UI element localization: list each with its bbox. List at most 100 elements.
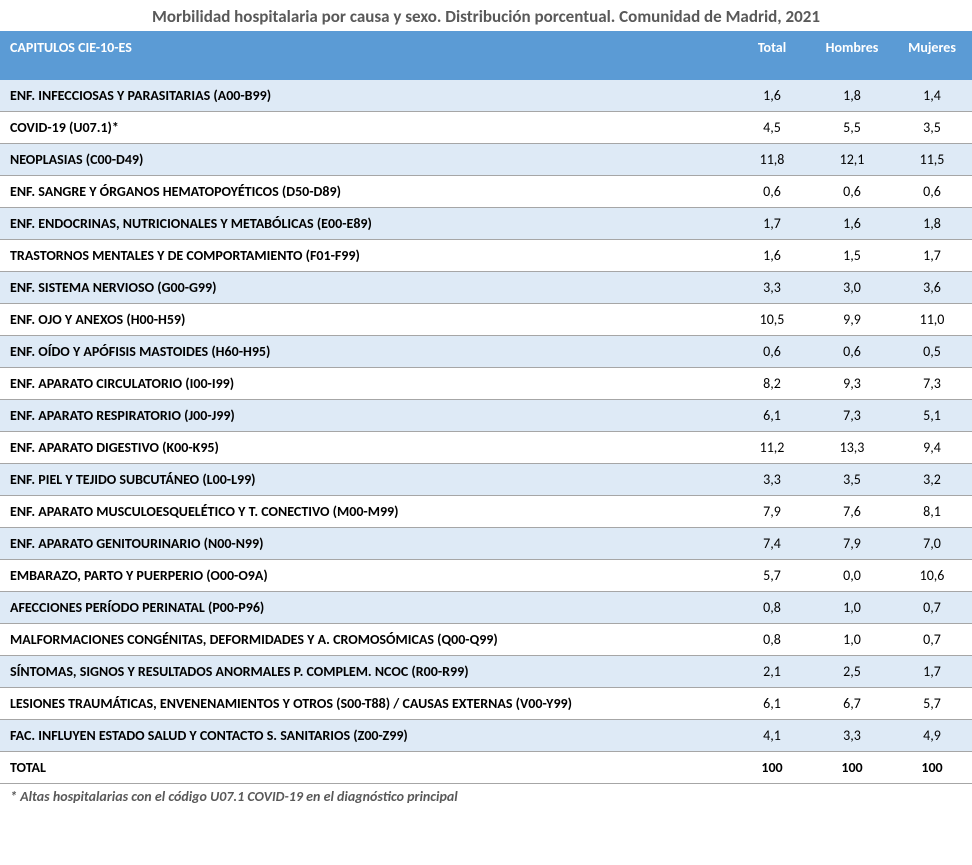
- row-value-mujeres: 1,4: [892, 80, 972, 112]
- row-value-mujeres: 5,7: [892, 688, 972, 720]
- row-label: LESIONES TRAUMÁTICAS, ENVENENAMIENTOS Y …: [0, 688, 732, 720]
- table-row: FAC. INFLUYEN ESTADO SALUD Y CONTACTO S.…: [0, 720, 972, 752]
- total-value-total: 100: [732, 752, 812, 784]
- row-value-hombres: 0,6: [812, 336, 892, 368]
- table-row: NEOPLASIAS (C00-D49)11,812,111,5: [0, 144, 972, 176]
- row-label: ENF. OÍDO Y APÓFISIS MASTOIDES (H60-H95): [0, 336, 732, 368]
- row-label: ENF. APARATO GENITOURINARIO (N00-N99): [0, 528, 732, 560]
- table-row: ENF. SANGRE Y ÓRGANOS HEMATOPOYÉTICOS (D…: [0, 176, 972, 208]
- col-header-total: Total: [732, 31, 812, 80]
- row-label: ENF. APARATO RESPIRATORIO (J00-J99): [0, 400, 732, 432]
- table-row: ENF. APARATO CIRCULATORIO (I00-I99)8,29,…: [0, 368, 972, 400]
- row-value-hombres: 0,0: [812, 560, 892, 592]
- table-row: ENF. APARATO RESPIRATORIO (J00-J99)6,17,…: [0, 400, 972, 432]
- row-value-total: 7,9: [732, 496, 812, 528]
- row-value-hombres: 7,3: [812, 400, 892, 432]
- row-value-mujeres: 10,6: [892, 560, 972, 592]
- table-row: ENF. OJO Y ANEXOS (H00-H59)10,59,911,0: [0, 304, 972, 336]
- row-label: ENF. OJO Y ANEXOS (H00-H59): [0, 304, 732, 336]
- row-value-hombres: 3,5: [812, 464, 892, 496]
- row-label: ENF. SISTEMA NERVIOSO (G00-G99): [0, 272, 732, 304]
- table-row: SÍNTOMAS, SIGNOS Y RESULTADOS ANORMALES …: [0, 656, 972, 688]
- col-header-hombres: Hombres: [812, 31, 892, 80]
- row-value-mujeres: 0,7: [892, 592, 972, 624]
- row-value-hombres: 5,5: [812, 112, 892, 144]
- row-label: TRASTORNOS MENTALES Y DE COMPORTAMIENTO …: [0, 240, 732, 272]
- table-row: ENF. INFECCIOSAS Y PARASITARIAS (A00-B99…: [0, 80, 972, 112]
- row-value-total: 8,2: [732, 368, 812, 400]
- row-value-mujeres: 7,0: [892, 528, 972, 560]
- row-value-hombres: 0,6: [812, 176, 892, 208]
- row-value-hombres: 2,5: [812, 656, 892, 688]
- row-value-mujeres: 1,8: [892, 208, 972, 240]
- row-value-total: 1,6: [732, 240, 812, 272]
- table-header-row: CAPITULOS CIE-10-ES Total Hombres Mujere…: [0, 31, 972, 80]
- row-value-total: 2,1: [732, 656, 812, 688]
- row-value-hombres: 9,9: [812, 304, 892, 336]
- row-value-mujeres: 0,5: [892, 336, 972, 368]
- row-value-mujeres: 9,4: [892, 432, 972, 464]
- row-value-mujeres: 11,5: [892, 144, 972, 176]
- row-value-hombres: 1,8: [812, 80, 892, 112]
- col-header-mujeres: Mujeres: [892, 31, 972, 80]
- row-value-mujeres: 0,7: [892, 624, 972, 656]
- row-value-mujeres: 11,0: [892, 304, 972, 336]
- table-row: COVID-19 (U07.1)*4,55,53,5: [0, 112, 972, 144]
- row-value-total: 7,4: [732, 528, 812, 560]
- row-value-mujeres: 1,7: [892, 240, 972, 272]
- table-row: MALFORMACIONES CONGÉNITAS, DEFORMIDADES …: [0, 624, 972, 656]
- row-value-hombres: 12,1: [812, 144, 892, 176]
- row-value-hombres: 13,3: [812, 432, 892, 464]
- row-value-total: 0,8: [732, 624, 812, 656]
- row-value-hombres: 9,3: [812, 368, 892, 400]
- row-value-total: 1,7: [732, 208, 812, 240]
- row-value-mujeres: 1,7: [892, 656, 972, 688]
- row-label: FAC. INFLUYEN ESTADO SALUD Y CONTACTO S.…: [0, 720, 732, 752]
- row-label: ENF. SANGRE Y ÓRGANOS HEMATOPOYÉTICOS (D…: [0, 176, 732, 208]
- row-label: ENF. APARATO CIRCULATORIO (I00-I99): [0, 368, 732, 400]
- table-row: ENF. APARATO MUSCULOESQUELÉTICO Y T. CON…: [0, 496, 972, 528]
- row-label: EMBARAZO, PARTO Y PUERPERIO (O00-O9A): [0, 560, 732, 592]
- report-container: Morbilidad hospitalaria por causa y sexo…: [0, 0, 972, 809]
- row-value-hombres: 7,6: [812, 496, 892, 528]
- row-value-hombres: 3,3: [812, 720, 892, 752]
- row-value-hombres: 1,5: [812, 240, 892, 272]
- table-row: ENF. APARATO DIGESTIVO (K00-K95)11,213,3…: [0, 432, 972, 464]
- table-row: AFECCIONES PERÍODO PERINATAL (P00-P96)0,…: [0, 592, 972, 624]
- table-row: TRASTORNOS MENTALES Y DE COMPORTAMIENTO …: [0, 240, 972, 272]
- row-value-mujeres: 3,5: [892, 112, 972, 144]
- row-value-mujeres: 0,6: [892, 176, 972, 208]
- row-label: ENF. APARATO DIGESTIVO (K00-K95): [0, 432, 732, 464]
- row-value-total: 1,6: [732, 80, 812, 112]
- row-value-total: 4,1: [732, 720, 812, 752]
- col-header-capitulos: CAPITULOS CIE-10-ES: [0, 31, 732, 80]
- row-value-hombres: 7,9: [812, 528, 892, 560]
- row-value-total: 6,1: [732, 400, 812, 432]
- table-total-row: TOTAL100100100: [0, 752, 972, 784]
- row-value-hombres: 1,0: [812, 624, 892, 656]
- row-value-total: 5,7: [732, 560, 812, 592]
- row-value-hombres: 1,0: [812, 592, 892, 624]
- table-body: ENF. INFECCIOSAS Y PARASITARIAS (A00-B99…: [0, 80, 972, 784]
- row-label: COVID-19 (U07.1)*: [0, 112, 732, 144]
- row-value-total: 11,8: [732, 144, 812, 176]
- row-value-hombres: 1,6: [812, 208, 892, 240]
- table-row: ENF. OÍDO Y APÓFISIS MASTOIDES (H60-H95)…: [0, 336, 972, 368]
- table-row: ENF. APARATO GENITOURINARIO (N00-N99)7,4…: [0, 528, 972, 560]
- row-value-total: 4,5: [732, 112, 812, 144]
- row-value-mujeres: 4,9: [892, 720, 972, 752]
- morbidity-table: CAPITULOS CIE-10-ES Total Hombres Mujere…: [0, 31, 972, 784]
- total-value-mujeres: 100: [892, 752, 972, 784]
- row-value-total: 3,3: [732, 272, 812, 304]
- row-value-total: 3,3: [732, 464, 812, 496]
- row-label: MALFORMACIONES CONGÉNITAS, DEFORMIDADES …: [0, 624, 732, 656]
- page-title: Morbilidad hospitalaria por causa y sexo…: [0, 0, 972, 31]
- row-label: ENF. INFECCIOSAS Y PARASITARIAS (A00-B99…: [0, 80, 732, 112]
- total-label: TOTAL: [0, 752, 732, 784]
- row-label: ENF. APARATO MUSCULOESQUELÉTICO Y T. CON…: [0, 496, 732, 528]
- table-row: ENF. SISTEMA NERVIOSO (G00-G99)3,33,03,6: [0, 272, 972, 304]
- row-label: ENF. ENDOCRINAS, NUTRICIONALES Y METABÓL…: [0, 208, 732, 240]
- row-value-total: 0,6: [732, 336, 812, 368]
- row-value-mujeres: 8,1: [892, 496, 972, 528]
- row-value-hombres: 6,7: [812, 688, 892, 720]
